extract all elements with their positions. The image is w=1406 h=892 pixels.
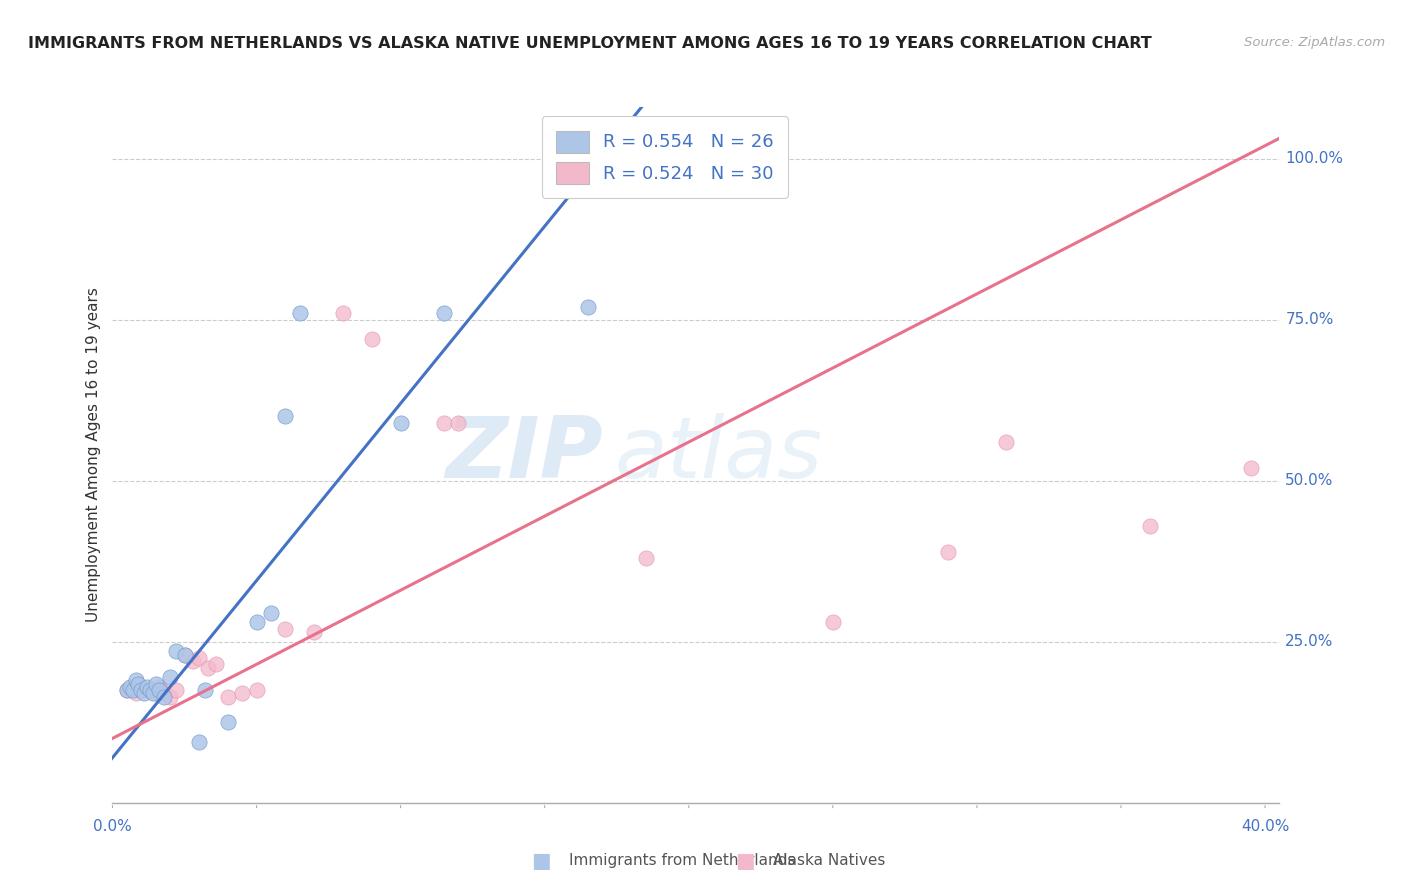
- Point: [187, 651, 209, 665]
- Point: [274, 622, 297, 636]
- Point: [634, 551, 657, 566]
- Point: [136, 680, 159, 694]
- Point: [159, 690, 181, 704]
- Point: [145, 676, 167, 690]
- Point: [194, 683, 217, 698]
- Point: [245, 615, 267, 630]
- Point: [153, 690, 176, 704]
- Text: 75.0%: 75.0%: [1285, 312, 1334, 327]
- Point: [231, 686, 253, 700]
- Point: [150, 683, 173, 698]
- Point: [145, 686, 167, 700]
- Point: [159, 670, 181, 684]
- Point: [115, 683, 138, 698]
- Text: Immigrants from Netherlands: Immigrants from Netherlands: [569, 854, 796, 868]
- Point: [153, 686, 176, 700]
- Point: [274, 409, 297, 424]
- Point: [118, 680, 141, 694]
- Y-axis label: Unemployment Among Ages 16 to 19 years: Unemployment Among Ages 16 to 19 years: [86, 287, 101, 623]
- Point: [360, 332, 382, 346]
- Point: [148, 683, 170, 698]
- Text: atlas: atlas: [614, 413, 823, 497]
- Point: [142, 686, 165, 700]
- Point: [1240, 460, 1263, 475]
- Text: ■: ■: [735, 851, 755, 871]
- Point: [245, 683, 267, 698]
- Point: [197, 660, 219, 674]
- Text: IMMIGRANTS FROM NETHERLANDS VS ALASKA NATIVE UNEMPLOYMENT AMONG AGES 16 TO 19 YE: IMMIGRANTS FROM NETHERLANDS VS ALASKA NA…: [28, 36, 1152, 51]
- Point: [994, 435, 1017, 450]
- Point: [148, 680, 170, 694]
- Point: [165, 683, 187, 698]
- Point: [129, 680, 152, 694]
- Point: [127, 676, 149, 690]
- Text: 0.0%: 0.0%: [93, 819, 132, 834]
- Point: [447, 416, 470, 430]
- Point: [433, 306, 456, 320]
- Point: [389, 416, 412, 430]
- Text: Source: ZipAtlas.com: Source: ZipAtlas.com: [1244, 36, 1385, 49]
- Point: [433, 416, 456, 430]
- Text: ■: ■: [531, 851, 551, 871]
- Point: [576, 300, 599, 314]
- Point: [121, 683, 143, 698]
- Point: [821, 615, 844, 630]
- Point: [181, 654, 204, 668]
- Point: [187, 734, 209, 748]
- Text: 25.0%: 25.0%: [1285, 634, 1334, 649]
- Point: [139, 683, 162, 698]
- Text: 50.0%: 50.0%: [1285, 473, 1334, 488]
- Point: [129, 683, 152, 698]
- Point: [124, 686, 146, 700]
- Point: [217, 690, 239, 704]
- Point: [173, 648, 195, 662]
- Point: [205, 657, 228, 672]
- Point: [115, 683, 138, 698]
- Text: 40.0%: 40.0%: [1241, 819, 1289, 834]
- Point: [260, 606, 283, 620]
- Point: [165, 644, 187, 658]
- Point: [124, 673, 146, 688]
- Point: [173, 648, 195, 662]
- Text: Alaska Natives: Alaska Natives: [773, 854, 886, 868]
- Text: ZIP: ZIP: [444, 413, 603, 497]
- Point: [332, 306, 354, 320]
- Legend: R = 0.554   N = 26, R = 0.524   N = 30: R = 0.554 N = 26, R = 0.524 N = 30: [541, 116, 789, 198]
- Point: [139, 683, 162, 698]
- Point: [302, 625, 325, 640]
- Point: [1139, 518, 1161, 533]
- Text: 100.0%: 100.0%: [1285, 151, 1343, 166]
- Point: [936, 544, 959, 558]
- Point: [217, 715, 239, 730]
- Point: [134, 686, 156, 700]
- Point: [288, 306, 311, 320]
